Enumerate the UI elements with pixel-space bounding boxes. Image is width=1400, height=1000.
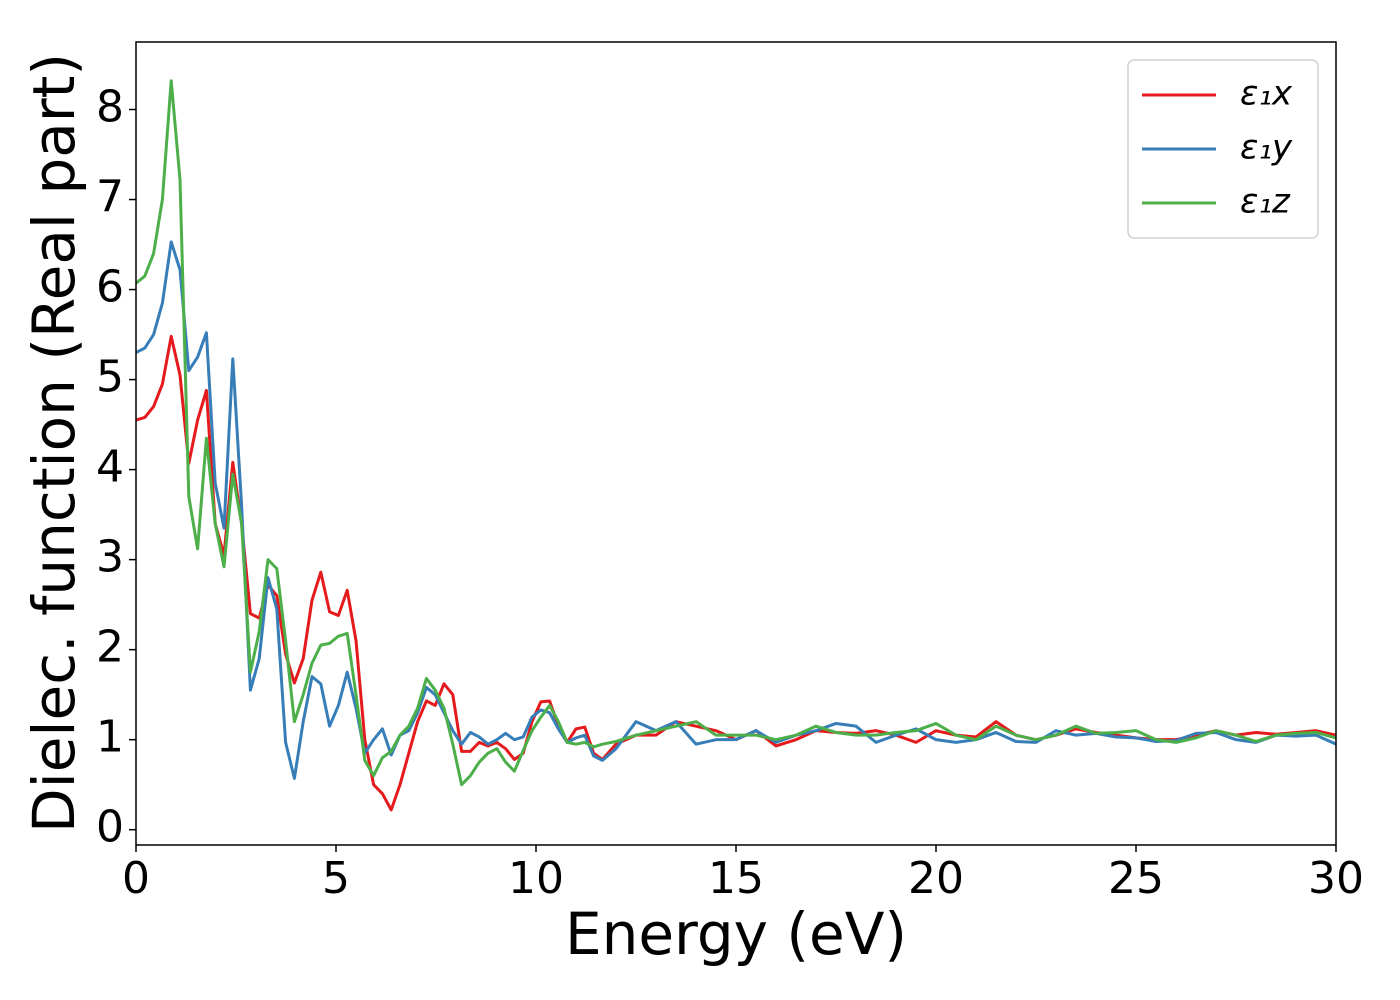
x-tick-label: 25 bbox=[1108, 853, 1164, 904]
x-tick-label: 20 bbox=[908, 853, 964, 904]
x-tick-label: 5 bbox=[322, 853, 350, 904]
y-tick-label: 1 bbox=[96, 712, 124, 763]
legend-box bbox=[1127, 59, 1319, 239]
legend-label: ε₁x bbox=[1240, 74, 1293, 114]
y-tick-label: 2 bbox=[96, 622, 124, 673]
y-axis-label: Dielec. function (Real part) bbox=[20, 53, 88, 833]
y-tick-label: 3 bbox=[96, 532, 124, 583]
x-tick-label: 10 bbox=[508, 853, 564, 904]
data-line bbox=[136, 240, 1336, 780]
x-tick-label: 15 bbox=[708, 853, 764, 904]
x-tick-label: 30 bbox=[1308, 853, 1364, 904]
y-tick-label: 7 bbox=[96, 172, 124, 223]
x-tick-label: 0 bbox=[122, 853, 150, 904]
data-line bbox=[136, 79, 1336, 787]
y-tick-label: 4 bbox=[96, 442, 124, 493]
y-tick-label: 5 bbox=[96, 352, 124, 403]
y-tick-label: 8 bbox=[96, 82, 124, 133]
plot-frame bbox=[135, 41, 1337, 846]
y-tick-label: 0 bbox=[96, 802, 124, 853]
x-axis-label: Energy (eV) bbox=[565, 900, 907, 968]
legend-label: ε₁z bbox=[1240, 182, 1291, 222]
y-tick-label: 6 bbox=[96, 262, 124, 313]
legend-label: ε₁y bbox=[1240, 128, 1293, 168]
